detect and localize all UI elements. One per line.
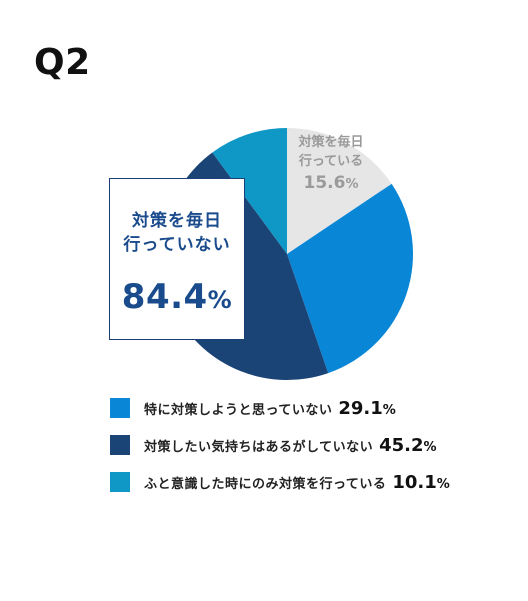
pie-slice bbox=[212, 128, 287, 254]
pie-slice bbox=[287, 128, 392, 254]
legend-swatch bbox=[110, 472, 130, 492]
legend-value-row: 29.1% bbox=[338, 398, 395, 419]
question-label: Q2 bbox=[34, 42, 91, 83]
callout-daily-unit: % bbox=[345, 177, 359, 192]
legend-label: 特に対策しようと思っていない bbox=[144, 402, 333, 418]
legend-swatch bbox=[110, 398, 130, 418]
callout-not-daily-value: 84.4 bbox=[121, 277, 208, 317]
legend-item: 対策したい気持ちはあるがしていない 45.2% bbox=[110, 433, 450, 457]
callout-daily-value-row: 15.6% bbox=[284, 173, 378, 193]
callout-not-daily-unit: % bbox=[207, 286, 233, 314]
legend-swatch bbox=[110, 435, 130, 455]
legend-value: 45.2 bbox=[379, 434, 424, 456]
legend-value: 29.1 bbox=[338, 397, 383, 419]
legend-value: 10.1 bbox=[392, 471, 437, 493]
legend: 特に対策しようと思っていない 29.1% 対策したい気持ちはあるがしていない 4… bbox=[110, 396, 450, 507]
legend-label: ふと意識した時にのみ対策を行っている bbox=[144, 476, 387, 492]
legend-value-row: 10.1% bbox=[392, 472, 449, 493]
legend-item: ふと意識した時にのみ対策を行っている 10.1% bbox=[110, 470, 450, 494]
legend-value-row: 45.2% bbox=[379, 435, 436, 456]
callout-not-daily-value-row: 84.4% bbox=[110, 277, 244, 317]
callout-daily-line1: 対策を毎日 bbox=[298, 135, 364, 150]
pie-slice bbox=[287, 183, 414, 374]
callout-daily-line2: 行っている bbox=[298, 154, 364, 169]
legend-unit: % bbox=[436, 476, 450, 492]
callout-not-daily: 対策を毎日 行っていない 84.4% bbox=[109, 178, 245, 340]
legend-unit: % bbox=[423, 439, 437, 455]
legend-label: 対策したい気持ちはあるがしていない bbox=[144, 439, 374, 455]
callout-daily: 対策を毎日 行っている 15.6% bbox=[284, 133, 378, 193]
callout-daily-value: 15.6 bbox=[303, 173, 346, 193]
legend-unit: % bbox=[382, 402, 396, 418]
callout-not-daily-line1: 対策を毎日 bbox=[132, 211, 222, 231]
legend-item: 特に対策しようと思っていない 29.1% bbox=[110, 396, 450, 420]
callout-not-daily-line2: 行っていない bbox=[123, 235, 231, 255]
